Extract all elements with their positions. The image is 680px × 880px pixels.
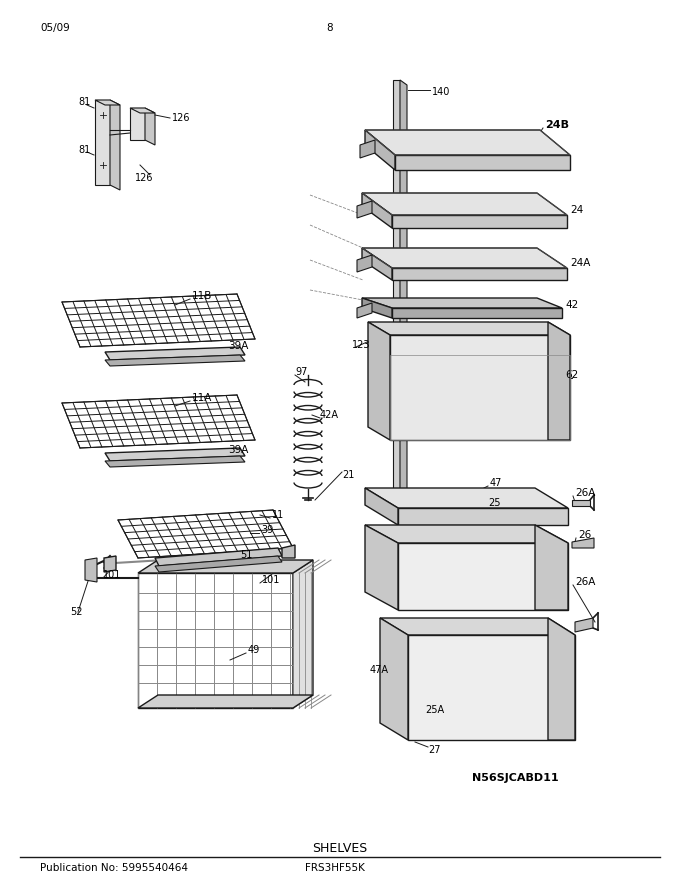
Polygon shape <box>393 80 400 500</box>
Text: 11B: 11B <box>192 291 212 301</box>
Text: N56SJCABD11: N56SJCABD11 <box>472 773 559 783</box>
Polygon shape <box>362 193 392 228</box>
Polygon shape <box>62 395 255 448</box>
Text: 123: 123 <box>352 340 371 350</box>
Text: 39A: 39A <box>228 445 248 455</box>
Polygon shape <box>95 100 110 185</box>
Text: 21: 21 <box>342 470 354 480</box>
Text: 49: 49 <box>248 645 260 655</box>
Polygon shape <box>380 618 408 740</box>
Text: 26A: 26A <box>575 488 596 498</box>
Text: 8: 8 <box>326 23 333 33</box>
Text: 42: 42 <box>565 300 578 310</box>
Polygon shape <box>362 193 567 215</box>
Polygon shape <box>365 525 568 543</box>
Text: 39: 39 <box>261 525 273 535</box>
Text: 25A: 25A <box>425 705 444 715</box>
Polygon shape <box>110 100 120 190</box>
Polygon shape <box>365 130 395 170</box>
Text: 26: 26 <box>578 530 591 540</box>
Text: 26A: 26A <box>575 577 596 587</box>
Polygon shape <box>398 543 568 610</box>
Text: 126: 126 <box>135 173 154 183</box>
Polygon shape <box>362 248 392 280</box>
Polygon shape <box>282 545 295 558</box>
Polygon shape <box>138 573 293 708</box>
Polygon shape <box>575 618 593 632</box>
Text: 24: 24 <box>570 205 583 215</box>
Polygon shape <box>392 268 567 280</box>
Text: 51: 51 <box>240 550 252 560</box>
Polygon shape <box>400 80 407 505</box>
Polygon shape <box>365 130 570 155</box>
Polygon shape <box>155 548 282 566</box>
Polygon shape <box>130 108 155 113</box>
Polygon shape <box>368 322 570 335</box>
Text: 24B: 24B <box>545 120 569 130</box>
Polygon shape <box>548 322 570 440</box>
Text: 47A: 47A <box>370 665 389 675</box>
Polygon shape <box>535 525 568 610</box>
Polygon shape <box>395 155 570 170</box>
Text: 62: 62 <box>565 370 578 380</box>
Polygon shape <box>368 322 390 440</box>
Polygon shape <box>362 298 562 308</box>
Text: 25: 25 <box>488 498 500 508</box>
Polygon shape <box>548 618 575 740</box>
Polygon shape <box>365 525 398 610</box>
Polygon shape <box>398 508 568 525</box>
Polygon shape <box>105 347 245 360</box>
Text: 47: 47 <box>490 478 503 488</box>
Polygon shape <box>365 488 568 508</box>
Polygon shape <box>155 556 282 572</box>
Polygon shape <box>357 201 372 218</box>
Text: FRS3HF55K: FRS3HF55K <box>305 863 365 873</box>
Polygon shape <box>392 308 562 318</box>
Polygon shape <box>362 248 567 268</box>
Text: 81: 81 <box>78 97 90 107</box>
Polygon shape <box>357 303 372 318</box>
Text: 97: 97 <box>295 367 307 377</box>
Text: 81: 81 <box>78 145 90 155</box>
Text: 126: 126 <box>172 113 190 123</box>
Polygon shape <box>392 215 567 228</box>
Polygon shape <box>130 108 145 140</box>
Polygon shape <box>572 538 594 548</box>
Text: 27: 27 <box>428 745 441 755</box>
Text: 11: 11 <box>272 510 284 520</box>
Polygon shape <box>357 255 372 272</box>
Text: 05/09: 05/09 <box>40 23 70 33</box>
Polygon shape <box>85 558 97 582</box>
Text: Publication No: 5995540464: Publication No: 5995540464 <box>40 863 188 873</box>
Polygon shape <box>365 488 398 525</box>
Polygon shape <box>105 456 245 467</box>
Polygon shape <box>105 448 245 461</box>
Text: 24A: 24A <box>570 258 590 268</box>
Polygon shape <box>390 335 570 440</box>
Polygon shape <box>138 560 313 573</box>
Polygon shape <box>362 298 392 318</box>
Polygon shape <box>138 695 313 708</box>
Polygon shape <box>408 635 575 740</box>
Polygon shape <box>95 100 120 105</box>
Text: 42A: 42A <box>320 410 339 420</box>
Polygon shape <box>572 500 590 506</box>
Polygon shape <box>62 294 255 347</box>
Polygon shape <box>145 108 155 145</box>
Polygon shape <box>104 556 116 572</box>
Text: 11A: 11A <box>192 393 212 403</box>
Polygon shape <box>360 140 375 158</box>
Text: 101: 101 <box>103 570 121 580</box>
Text: 52: 52 <box>70 607 82 617</box>
Polygon shape <box>293 560 313 708</box>
Polygon shape <box>118 510 293 558</box>
Polygon shape <box>380 618 575 635</box>
Text: SHELVES: SHELVES <box>312 841 368 854</box>
Polygon shape <box>105 355 245 366</box>
Text: 39A: 39A <box>228 341 248 351</box>
Text: 101: 101 <box>262 575 280 585</box>
Text: 140: 140 <box>432 87 450 97</box>
